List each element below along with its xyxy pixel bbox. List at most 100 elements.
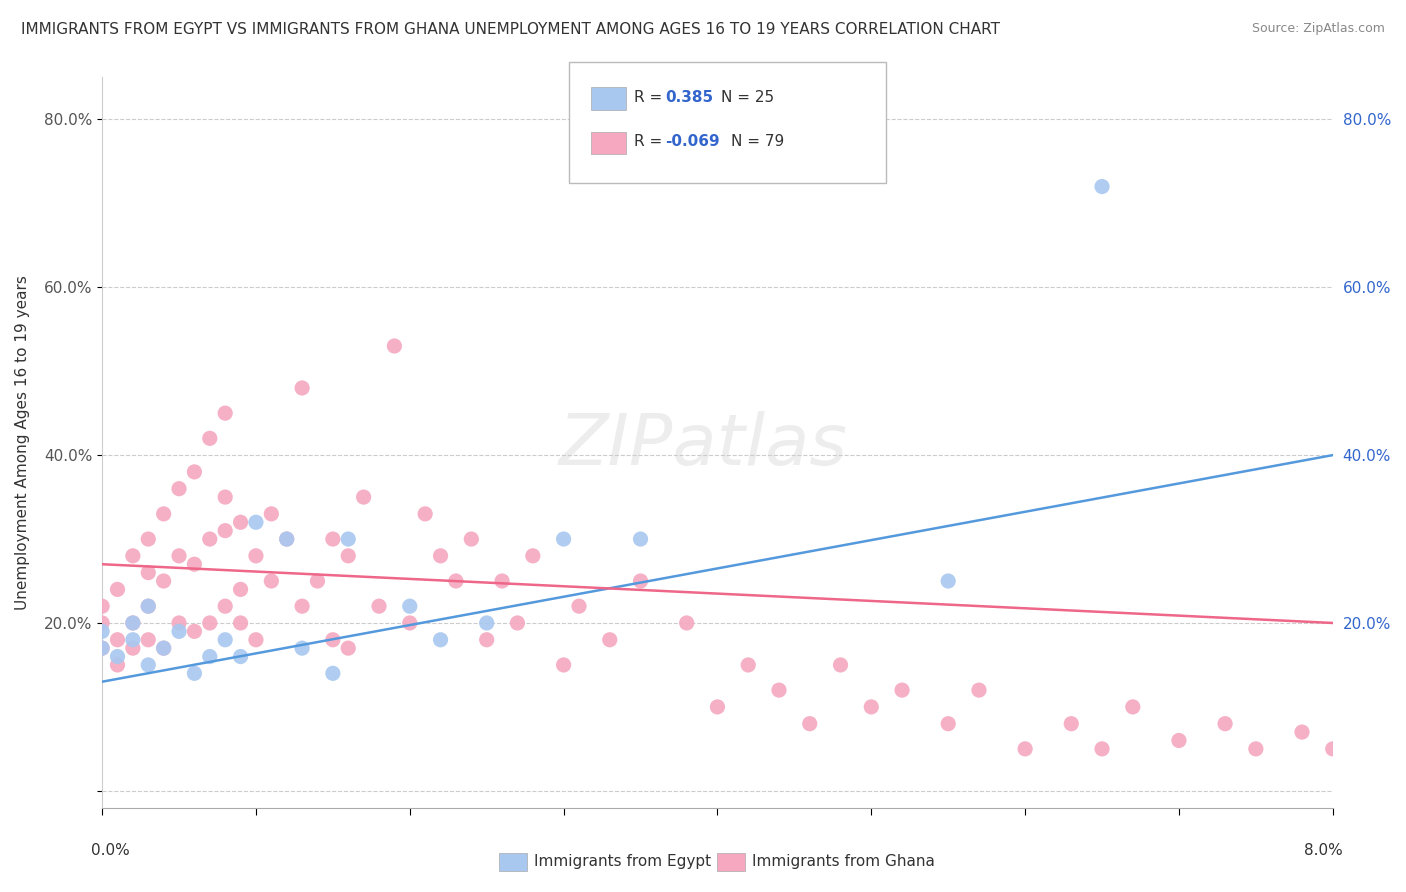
Point (167, 549, 190, 563)
Point (122, 615, 145, 630)
Point (122, 632, 145, 647)
Point (444, 574, 467, 588)
Point (429, 632, 451, 647)
Point (1244, 742, 1267, 756)
Point (167, 615, 190, 630)
Point (136, 657, 159, 672)
Point (229, 582, 252, 597)
Point (107, 582, 129, 597)
Text: N = 79: N = 79 (731, 135, 785, 149)
Text: Source: ZipAtlas.com: Source: ZipAtlas.com (1251, 22, 1385, 36)
Point (322, 532, 344, 546)
Point (276, 532, 298, 546)
Point (891, 683, 914, 698)
Point (1091, 742, 1114, 756)
Point (122, 615, 145, 630)
Point (107, 657, 129, 672)
Point (337, 641, 360, 656)
Point (353, 490, 375, 504)
Text: ZIPatlas: ZIPatlas (558, 411, 848, 481)
Point (245, 632, 267, 647)
Point (136, 566, 159, 580)
Point (1091, 179, 1114, 194)
Text: Immigrants from Egypt: Immigrants from Egypt (534, 855, 711, 869)
Point (229, 515, 252, 529)
Point (967, 683, 990, 698)
Point (152, 641, 174, 656)
Point (553, 657, 575, 672)
Point (260, 507, 283, 521)
Point (706, 699, 728, 714)
Point (1168, 733, 1191, 747)
Point (337, 532, 360, 546)
Point (398, 599, 420, 614)
Point (167, 482, 190, 496)
Text: -0.069: -0.069 (665, 135, 720, 149)
Point (291, 599, 314, 614)
Point (183, 558, 205, 572)
Point (1122, 699, 1144, 714)
Point (167, 624, 190, 639)
Point (214, 490, 236, 504)
Point (1014, 742, 1036, 756)
Point (599, 632, 621, 647)
Text: 0.385: 0.385 (665, 90, 713, 104)
Point (630, 574, 652, 588)
Point (122, 641, 145, 656)
Y-axis label: Unemployment Among Ages 16 to 19 years: Unemployment Among Ages 16 to 19 years (15, 275, 30, 610)
Point (152, 507, 174, 521)
Point (198, 649, 221, 664)
Point (630, 532, 652, 546)
Point (1322, 742, 1344, 756)
Point (1213, 716, 1236, 731)
Point (568, 599, 591, 614)
Point (91, 641, 114, 656)
Point (183, 624, 205, 639)
Point (475, 632, 498, 647)
Point (198, 431, 221, 445)
Text: R =: R = (634, 90, 668, 104)
Point (307, 574, 329, 588)
Point (799, 716, 821, 731)
Point (768, 683, 790, 698)
Point (152, 574, 174, 588)
Point (936, 716, 959, 731)
Point (553, 532, 575, 546)
Point (152, 641, 174, 656)
Point (1291, 725, 1313, 739)
Point (136, 599, 159, 614)
Point (936, 574, 959, 588)
Point (107, 632, 129, 647)
Point (860, 699, 883, 714)
Text: 0.0%: 0.0% (91, 843, 131, 858)
Point (460, 532, 482, 546)
Point (136, 599, 159, 614)
Point (675, 615, 697, 630)
Point (491, 574, 513, 588)
Point (198, 615, 221, 630)
Point (737, 657, 759, 672)
Point (322, 632, 344, 647)
Point (245, 549, 267, 563)
Point (107, 649, 129, 664)
Point (136, 532, 159, 546)
Point (830, 657, 852, 672)
Point (398, 615, 420, 630)
Point (337, 549, 360, 563)
Point (229, 615, 252, 630)
Point (245, 515, 267, 529)
Point (198, 532, 221, 546)
Point (183, 666, 205, 681)
Point (522, 549, 544, 563)
Text: 8.0%: 8.0% (1303, 843, 1343, 858)
Text: R =: R = (634, 135, 668, 149)
Point (91, 641, 114, 656)
Point (276, 532, 298, 546)
Point (429, 549, 451, 563)
Point (122, 549, 145, 563)
Point (368, 599, 391, 614)
Point (384, 339, 406, 353)
Point (91, 599, 114, 614)
Text: IMMIGRANTS FROM EGYPT VS IMMIGRANTS FROM GHANA UNEMPLOYMENT AMONG AGES 16 TO 19 : IMMIGRANTS FROM EGYPT VS IMMIGRANTS FROM… (21, 22, 1000, 37)
Point (183, 465, 205, 479)
